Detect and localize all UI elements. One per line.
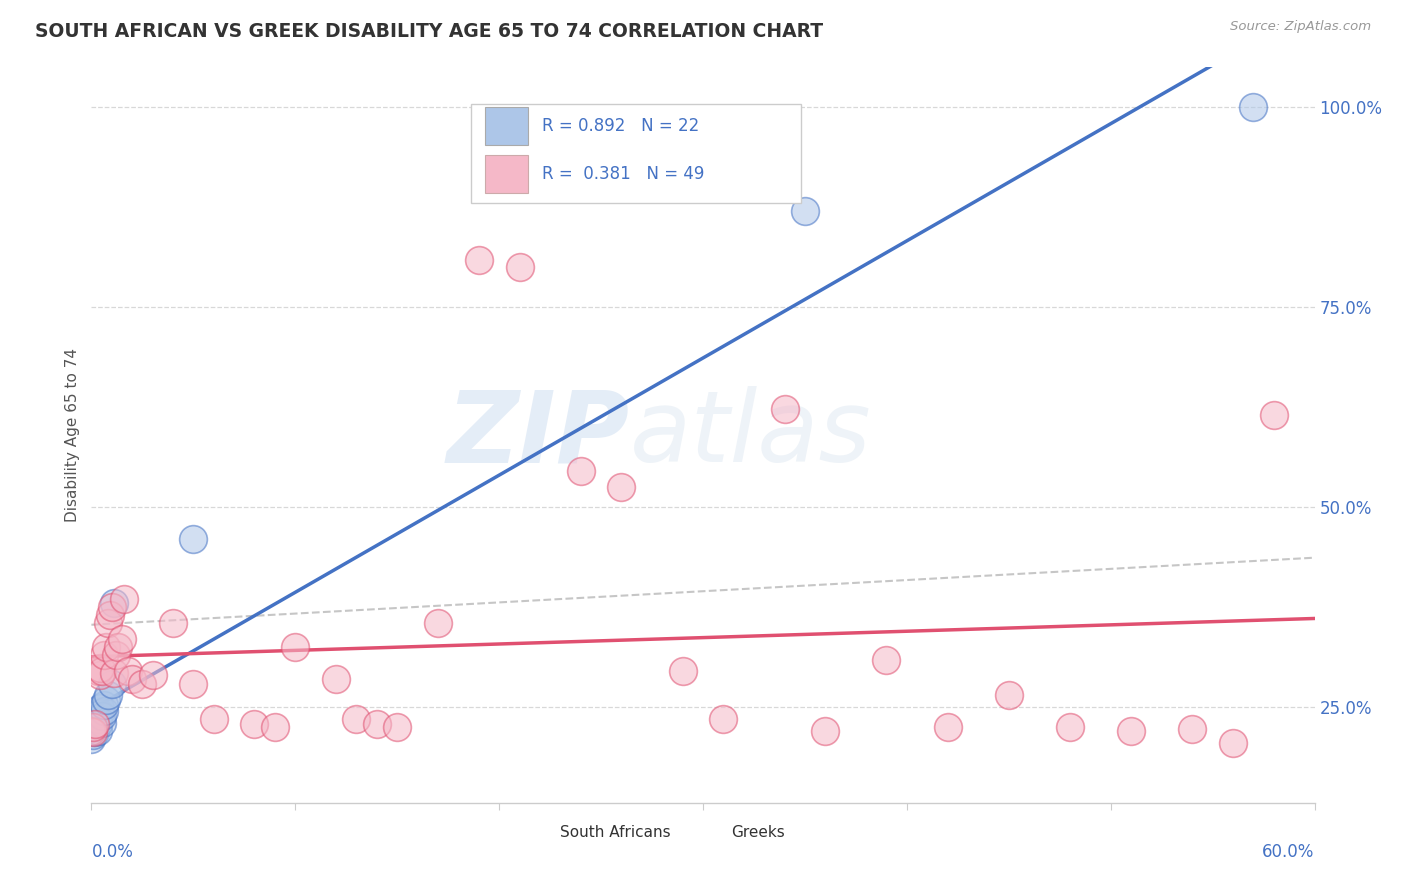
Point [121,672,143,686]
FancyBboxPatch shape [485,155,529,193]
Point [104,648,127,662]
Point [1243,100,1265,114]
Text: 60.0%: 60.0% [1263,843,1315,862]
Point [1059,720,1081,734]
Point [82,723,104,738]
Point [84,714,107,729]
Point [80,731,103,746]
Point [101,599,124,614]
Text: Source: ZipAtlas.com: Source: ZipAtlas.com [1230,20,1371,33]
Point [284,640,307,654]
Point [86,717,108,731]
Point [90,709,112,723]
Text: Greeks: Greeks [731,825,785,839]
Point [90,664,112,678]
Text: atlas: atlas [630,386,872,483]
Point [325,672,347,686]
Point [117,664,139,678]
Point [202,712,225,726]
Point [89,706,111,721]
Point [346,712,368,726]
Point [141,668,163,682]
Point [672,664,695,678]
Text: South Africans: South Africans [560,825,671,839]
Point [82,728,104,742]
Point [93,648,115,662]
Point [814,723,837,738]
Point [86,723,108,738]
Text: R = 0.892   N = 22: R = 0.892 N = 22 [541,117,699,136]
Point [509,260,531,274]
Point [94,693,117,707]
Point [569,464,592,478]
Point [111,632,134,646]
Point [89,668,111,682]
Point [131,677,153,691]
Point [84,725,107,739]
Point [264,720,287,734]
Point [366,717,388,731]
Point [385,720,409,734]
FancyBboxPatch shape [697,822,724,843]
Point [90,715,112,730]
Point [1121,723,1143,738]
Point [183,532,205,546]
Point [875,653,898,667]
Point [103,666,125,681]
Point [107,640,129,654]
Point [467,253,491,268]
Point [1181,723,1204,737]
Y-axis label: Disability Age 65 to 74: Disability Age 65 to 74 [65,348,80,522]
Point [610,480,633,494]
Point [97,615,120,630]
Point [86,664,108,678]
Point [84,720,107,734]
Text: ZIP: ZIP [447,386,630,483]
Point [82,720,104,734]
Point [1222,736,1244,750]
Point [711,712,734,726]
Text: 0.0%: 0.0% [91,843,134,862]
Point [998,688,1021,702]
Point [101,677,124,691]
FancyBboxPatch shape [485,107,529,145]
Point [98,607,121,622]
Point [80,723,103,738]
Point [103,596,125,610]
Point [84,717,107,731]
Point [162,615,184,630]
Point [112,591,135,606]
Point [97,688,120,702]
Point [773,402,796,417]
Text: R =  0.381   N = 49: R = 0.381 N = 49 [541,165,704,183]
FancyBboxPatch shape [471,103,801,203]
Point [243,717,266,731]
Point [86,712,108,726]
Point [94,640,117,654]
Point [936,720,959,734]
Text: SOUTH AFRICAN VS GREEK DISABILITY AGE 65 TO 74 CORRELATION CHART: SOUTH AFRICAN VS GREEK DISABILITY AGE 65… [35,22,824,41]
Point [183,677,205,691]
Point [1263,408,1285,422]
Point [89,701,111,715]
Point [427,615,450,630]
Point [82,725,104,739]
Point [93,704,115,718]
Point [793,203,815,218]
Point [93,698,115,713]
FancyBboxPatch shape [526,822,553,843]
Point [89,661,111,675]
